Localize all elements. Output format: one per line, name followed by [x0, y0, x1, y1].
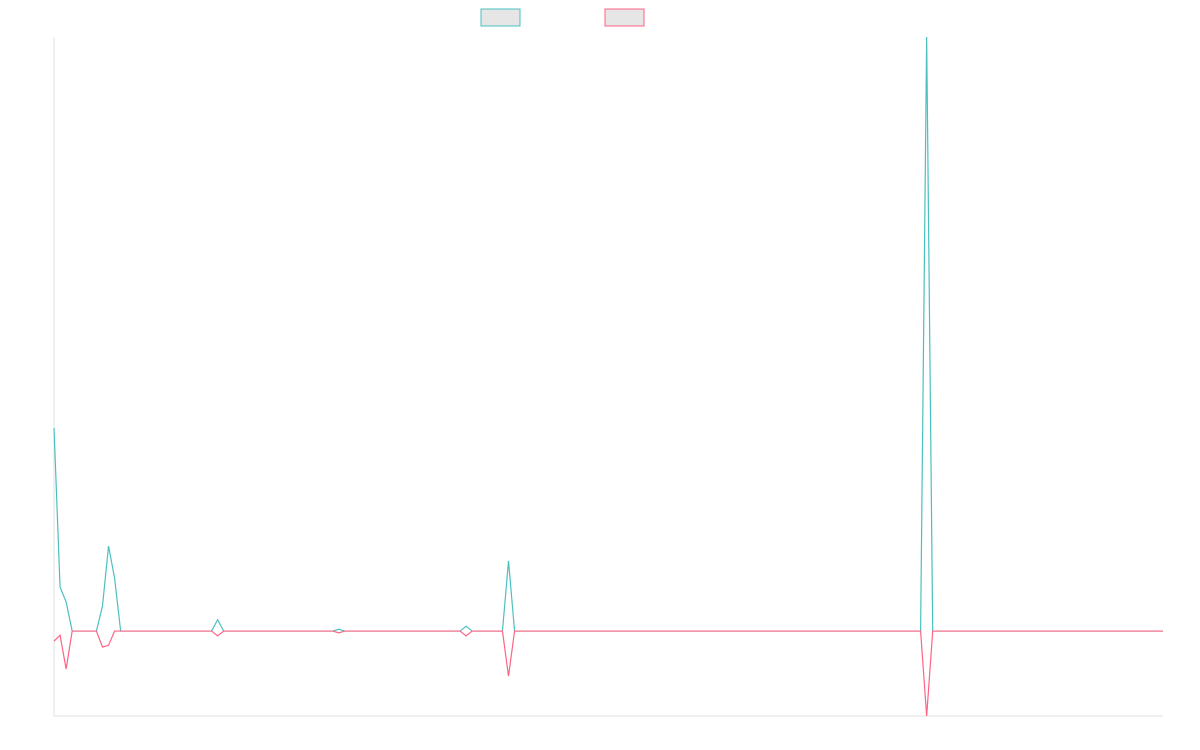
legend-swatch[interactable] [604, 8, 645, 27]
legend-swatch[interactable] [480, 8, 521, 27]
data-line [53, 630, 1163, 717]
data-line [53, 36, 1163, 632]
